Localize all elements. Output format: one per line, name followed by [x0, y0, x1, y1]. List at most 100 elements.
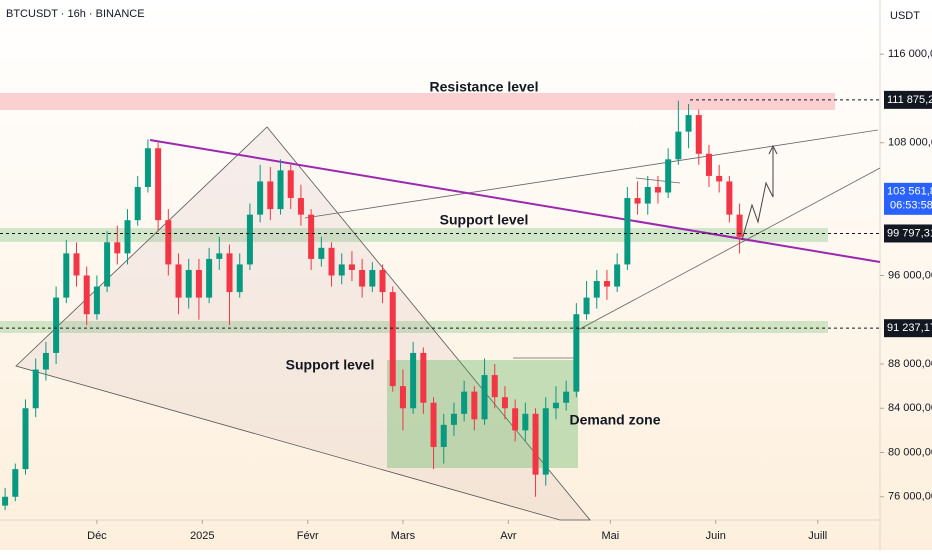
candle-body [420, 352, 427, 403]
candle-body [726, 181, 733, 215]
candle-body [695, 115, 702, 154]
level-label: 99 797,31 [887, 227, 932, 239]
candle-body [216, 253, 223, 259]
projection-arrowhead [768, 144, 778, 155]
candle-body [675, 131, 682, 160]
candle-body [246, 214, 253, 265]
candle-body [593, 281, 600, 298]
candle-body [644, 186, 651, 204]
y-tick-label: 76 000,00 [888, 491, 932, 503]
x-tick-label: Déc [87, 530, 107, 542]
x-tick-label: Juin [706, 530, 726, 542]
candle-body [563, 391, 570, 403]
candle-body [318, 247, 325, 259]
current-price-box [884, 182, 932, 215]
candle-body [185, 269, 192, 298]
candle-body [2, 496, 9, 506]
support-zone [0, 321, 828, 333]
candle-body [83, 275, 90, 315]
candle-body [155, 148, 162, 221]
y-tick-label: 84 000,00 [888, 402, 932, 414]
candle-body [501, 397, 508, 409]
candle-body [297, 198, 304, 215]
candle-body [73, 253, 80, 276]
x-tick-label: Avr [500, 530, 517, 542]
purple-trend-line [149, 139, 881, 263]
y-tick-label: 88 000,00 [888, 358, 932, 370]
candle-body [665, 159, 672, 193]
candle-body [114, 242, 121, 254]
candle-body [461, 391, 468, 414]
candle-body [481, 375, 488, 420]
trend-line [304, 129, 879, 219]
candle-body [206, 258, 213, 298]
annotation: Demand zone [569, 412, 660, 428]
candle-body [399, 386, 406, 409]
resistance-zone [0, 93, 835, 110]
current-price-label: 103 561,80 [887, 186, 932, 198]
candle-body [32, 369, 39, 409]
level-label-box [884, 319, 932, 338]
candle-body [63, 253, 70, 298]
candle-body [175, 264, 182, 298]
currency-label: USDT [890, 10, 920, 22]
chart-title: BTCUSDT · 16h · BINANCE [6, 8, 145, 20]
candle-body [716, 175, 723, 182]
candle-body [134, 186, 141, 221]
x-tick-label: 2025 [190, 530, 214, 542]
x-tick-label: Mars [391, 530, 416, 542]
candle-body [257, 181, 264, 215]
level-label: 91 237,17 [887, 322, 932, 334]
candle-body [552, 402, 559, 409]
x-tick-label: Juill [808, 530, 827, 542]
candle-body [12, 469, 19, 497]
x-tick-label: Mai [601, 530, 619, 542]
candle-body [583, 297, 590, 315]
candle-body [491, 375, 498, 398]
candle-body [410, 352, 417, 409]
y-tick-label: 116 000,00 [888, 48, 932, 60]
y-tick-label: 96 000,00 [888, 269, 932, 281]
candle-body [338, 264, 345, 276]
candle-body [450, 413, 457, 425]
x-tick-label: Févr [297, 530, 319, 542]
support-zone [0, 228, 828, 242]
candle-body [328, 247, 335, 276]
candle-body [308, 214, 315, 259]
candle-body [53, 297, 60, 353]
candle-body [430, 402, 437, 447]
candle-body [195, 269, 202, 298]
candle-body [124, 220, 131, 254]
candle-body [603, 281, 610, 287]
candle-body [267, 181, 274, 210]
candle-body [369, 269, 376, 287]
candle-body [359, 269, 366, 287]
candle-body [348, 264, 355, 270]
candle-body [512, 408, 519, 431]
projection-path [741, 148, 774, 241]
candle-body [165, 220, 172, 265]
candle-body [93, 286, 100, 315]
candle-body [614, 264, 621, 287]
candle-body [104, 242, 111, 287]
y-tick-label: 108 000,00 [888, 137, 932, 149]
level-label: 111 875,21 [887, 94, 932, 106]
candle-body [236, 264, 243, 293]
candle-body [226, 253, 233, 293]
candle-body [471, 391, 478, 420]
triangle-drawing [15, 126, 591, 521]
candle-body [42, 352, 49, 370]
candle-body [654, 186, 661, 193]
candle-body [522, 413, 529, 431]
candle-body [389, 292, 396, 387]
candle-body [685, 115, 692, 132]
candle-body [144, 148, 151, 187]
candle-body [624, 198, 631, 265]
candle-body [573, 314, 580, 392]
candle-body [634, 198, 641, 204]
candle-body [22, 408, 29, 470]
candles [2, 100, 743, 511]
annotation: Support level [286, 357, 375, 373]
